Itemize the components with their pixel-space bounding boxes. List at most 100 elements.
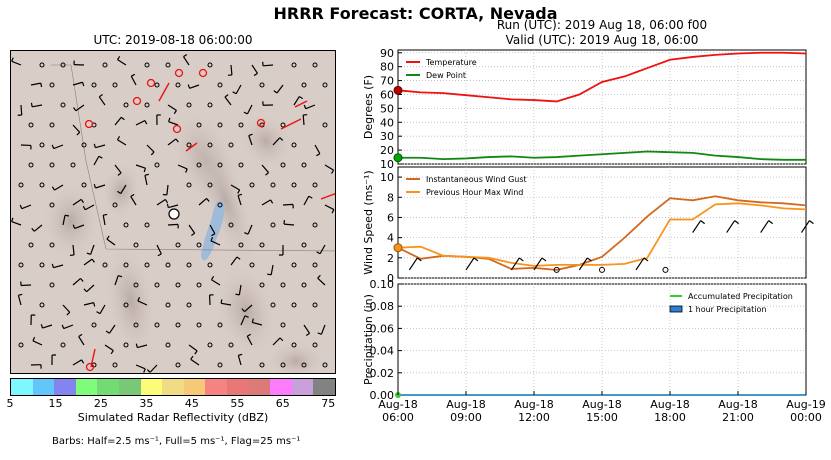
- wind-barb: [190, 358, 200, 366]
- wind-barb: [135, 120, 146, 126]
- calm-wind-circle: [39, 142, 45, 148]
- wind-barb-flag: [11, 57, 14, 62]
- calm-wind-circle: [186, 182, 192, 188]
- wind-barb-flag: [91, 258, 95, 263]
- wind-barb-flag: [40, 324, 44, 329]
- calm-wind-circle: [312, 342, 318, 348]
- wind-barb-flag: [117, 190, 122, 195]
- wind-barb: [578, 257, 588, 271]
- calm-wind-circle: [207, 182, 213, 188]
- wind-barb-flag: [237, 189, 241, 194]
- wind-barb-flag: [267, 273, 272, 276]
- calm-wind-circle: [291, 182, 297, 188]
- wind-barb-flag: [105, 330, 110, 334]
- wind-barb: [84, 204, 95, 211]
- wind-barb-flag: [164, 199, 169, 204]
- colorbar-swatch: [248, 379, 271, 395]
- x-tick-label-time: 00:00: [790, 411, 822, 424]
- calm-wind-circle: [207, 142, 213, 148]
- calm-wind-circle: [228, 142, 234, 148]
- wind-barb: [137, 300, 148, 306]
- wind-start-marker: [393, 243, 403, 253]
- wind-barb-flag: [190, 355, 194, 360]
- calm-wind-circle: [91, 322, 97, 328]
- wind-barb-flag: [305, 332, 310, 337]
- wind-barb: [261, 164, 269, 173]
- x-tick-label-time: 21:00: [722, 411, 754, 424]
- strong-wind-circle: [174, 68, 184, 78]
- calm-wind-circle: [322, 362, 328, 368]
- strong-wind-circle: [146, 78, 156, 88]
- colorbar-tick-label: 55: [230, 397, 245, 410]
- y-tick-label: 10: [380, 158, 394, 171]
- calm-wind-circle: [553, 266, 560, 273]
- x-tick-label-date: Aug-19: [786, 398, 825, 411]
- x-tick-label-date: Aug-18: [718, 398, 757, 411]
- ridge-shade: [239, 112, 293, 170]
- wind-barb: [33, 224, 43, 232]
- calm-wind-circle: [28, 242, 34, 248]
- wind-barb-flag: [103, 213, 108, 216]
- wind-barb-flag: [210, 236, 214, 242]
- x-tick-label-time: 12:00: [518, 411, 550, 424]
- wind-barb: [166, 184, 169, 196]
- wind-barb: [72, 124, 81, 133]
- calm-wind-circle: [207, 102, 213, 108]
- wind-barb-flag: [106, 235, 110, 240]
- calm-wind-circle: [18, 342, 24, 348]
- y-axis-label: Wind Speed (ms⁻¹): [362, 170, 375, 274]
- calm-wind-circle: [207, 62, 213, 68]
- calm-wind-circle: [186, 142, 192, 148]
- wind-barb: [188, 224, 196, 234]
- wind-barb-flag: [206, 198, 210, 202]
- strong-wind-circle: [85, 362, 95, 372]
- wind-barb: [302, 114, 305, 126]
- wind-barb: [130, 196, 137, 206]
- wind-barb-flag: [93, 184, 97, 189]
- wind-barb-flag: [61, 324, 65, 329]
- wind-barb-flag: [157, 253, 162, 257]
- wind-barb-flag: [72, 224, 76, 229]
- wind-barb-flag: [809, 220, 814, 225]
- wind-barb: [53, 264, 64, 269]
- wind-barb: [246, 104, 253, 115]
- wind-barb: [235, 84, 242, 95]
- calm-wind-circle: [312, 182, 318, 188]
- run-label: Run (UTC): 2019 Aug 18, 06:00 f00: [496, 18, 708, 32]
- wind-barb: [144, 175, 148, 186]
- legend-label: Accumulated Precipitation: [688, 292, 793, 301]
- wind-barb-flag: [194, 350, 198, 355]
- calm-wind-circle: [81, 182, 87, 188]
- legend-label: 1 hour Precipitation: [688, 305, 767, 314]
- colorbar-swatch: [11, 379, 33, 395]
- strong-wind-circle: [84, 119, 94, 129]
- calm-wind-circle: [165, 302, 171, 308]
- calm-wind-circle: [60, 102, 66, 108]
- wind-barb-flag: [117, 55, 121, 60]
- wind-barb: [11, 221, 22, 226]
- calm-wind-circle: [270, 222, 276, 228]
- wind-barb-flag: [146, 369, 151, 373]
- wind-barb-flag: [93, 143, 96, 148]
- calm-wind-circle: [60, 342, 66, 348]
- x-tick-label-time: 18:00: [654, 411, 686, 424]
- calm-wind-circle: [322, 122, 328, 128]
- wind-barb: [149, 364, 158, 373]
- colorbar-swatch: [140, 379, 163, 395]
- wind-barb: [146, 144, 155, 153]
- y-tick-label: 8: [387, 191, 394, 204]
- legend-label: Previous Hour Max Wind: [426, 188, 523, 197]
- wind-barb: [135, 164, 146, 169]
- wind-barb: [156, 198, 166, 206]
- wind-barb-flag: [270, 199, 274, 204]
- wind-barb: [83, 302, 94, 306]
- calm-wind-circle: [154, 322, 160, 328]
- wind-barb: [635, 257, 645, 271]
- chart-panel-3: 0.00 0.02 0.04 0.06 0.08 0.10 Precipitation (i…: [362, 278, 807, 402]
- wind-barb-flag: [303, 104, 307, 109]
- y-tick-label: 0: [387, 272, 394, 285]
- wind-barb: [177, 164, 188, 170]
- wind-barb: [262, 64, 274, 67]
